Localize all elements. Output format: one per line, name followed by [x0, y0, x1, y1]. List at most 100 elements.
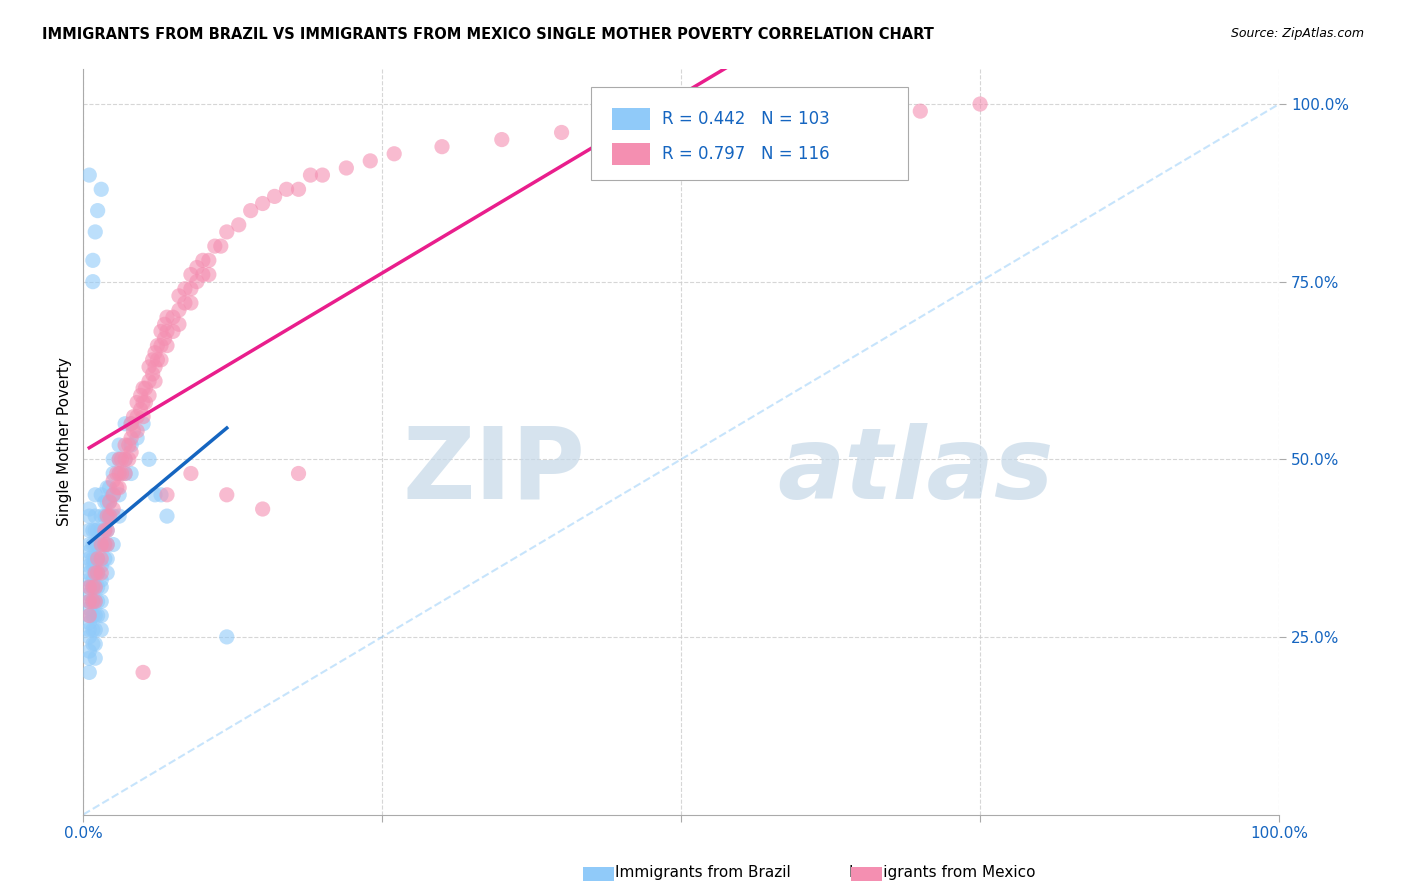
Point	[180, 268, 202, 282]
Point	[77, 573, 100, 587]
Point	[98, 495, 121, 509]
Point	[98, 509, 121, 524]
Point	[90, 566, 112, 580]
Point	[103, 488, 125, 502]
Point	[204, 239, 226, 253]
Point	[138, 388, 160, 402]
Point	[105, 481, 128, 495]
Point	[610, 119, 633, 133]
Point	[77, 544, 100, 558]
Point	[127, 424, 149, 438]
Point	[156, 310, 179, 325]
Point	[156, 325, 179, 339]
Point	[84, 524, 107, 538]
Point	[142, 352, 165, 367]
Point	[132, 381, 155, 395]
Point	[132, 395, 155, 409]
Point	[82, 637, 104, 651]
Point	[77, 630, 100, 644]
Point	[335, 161, 357, 175]
Point	[86, 566, 108, 580]
Point	[84, 537, 107, 551]
Point	[114, 452, 136, 467]
Point	[299, 168, 322, 182]
Point	[84, 580, 107, 594]
Point	[153, 331, 176, 345]
Point	[82, 253, 104, 268]
Point	[186, 275, 208, 289]
Point	[143, 359, 166, 374]
Point	[84, 594, 107, 608]
Text: Immigrants from Mexico: Immigrants from Mexico	[849, 865, 1035, 880]
Point	[120, 417, 142, 431]
Point	[84, 637, 107, 651]
Point	[77, 580, 100, 594]
Point	[84, 566, 107, 580]
Point	[108, 481, 131, 495]
Point	[94, 495, 117, 509]
Text: IMMIGRANTS FROM BRAZIL VS IMMIGRANTS FROM MEXICO SINGLE MOTHER POVERTY CORRELATI: IMMIGRANTS FROM BRAZIL VS IMMIGRANTS FRO…	[42, 27, 934, 42]
Point	[84, 558, 107, 573]
Point	[263, 189, 285, 203]
Point	[150, 325, 173, 339]
Point	[174, 296, 197, 310]
Point	[77, 587, 100, 601]
Point	[86, 524, 108, 538]
Point	[174, 282, 197, 296]
Point	[134, 381, 156, 395]
Point	[77, 665, 100, 680]
Point	[96, 481, 118, 495]
Point	[180, 282, 202, 296]
Point	[118, 452, 141, 467]
Point	[96, 495, 118, 509]
Point	[82, 275, 104, 289]
Point	[94, 524, 117, 538]
Point	[82, 594, 104, 608]
Point	[82, 594, 104, 608]
Point	[94, 537, 117, 551]
Point	[86, 566, 108, 580]
Point	[120, 417, 142, 431]
Point	[311, 168, 333, 182]
Point	[96, 509, 118, 524]
Point	[143, 374, 166, 388]
Point	[191, 268, 214, 282]
FancyBboxPatch shape	[592, 87, 908, 180]
Point	[134, 395, 156, 409]
Point	[96, 524, 118, 538]
Point	[167, 303, 190, 318]
Point	[180, 467, 202, 481]
Point	[94, 551, 117, 566]
Text: R = 0.442   N = 103: R = 0.442 N = 103	[662, 111, 830, 128]
Point	[669, 119, 692, 133]
Point	[114, 417, 136, 431]
Point	[146, 338, 169, 352]
Point	[969, 97, 991, 112]
Point	[90, 488, 112, 502]
Point	[82, 573, 104, 587]
Point	[77, 566, 100, 580]
Point	[77, 524, 100, 538]
Point	[122, 424, 145, 438]
Point	[84, 551, 107, 566]
Point	[150, 352, 173, 367]
Point	[239, 203, 262, 218]
Point	[77, 608, 100, 623]
Point	[108, 438, 131, 452]
Point	[118, 438, 141, 452]
Point	[94, 509, 117, 524]
Point	[86, 537, 108, 551]
Point	[105, 467, 128, 481]
Point	[132, 665, 155, 680]
Point	[82, 608, 104, 623]
Point	[156, 509, 179, 524]
Point	[114, 467, 136, 481]
Point	[77, 509, 100, 524]
Point	[86, 203, 108, 218]
Point	[77, 651, 100, 665]
Point	[90, 573, 112, 587]
Point	[84, 509, 107, 524]
Point	[103, 502, 125, 516]
Point	[77, 615, 100, 630]
Point	[103, 537, 125, 551]
